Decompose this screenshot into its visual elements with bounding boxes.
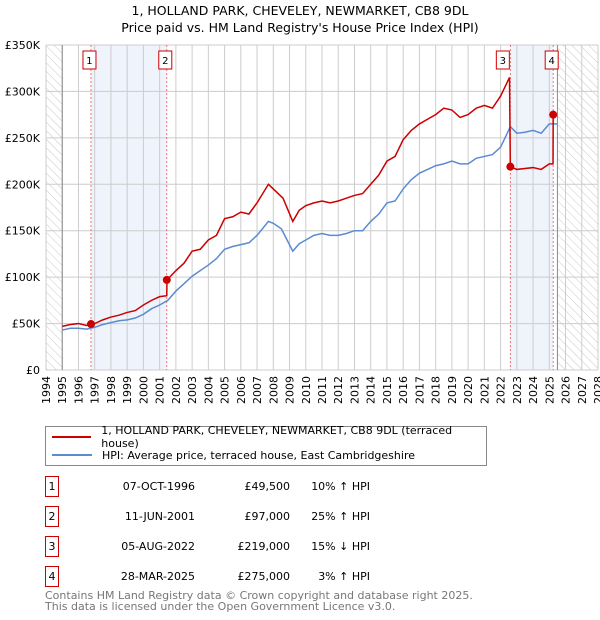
sale-label-box bbox=[82, 50, 97, 70]
y-tick-label: £100K bbox=[5, 271, 41, 284]
sale-price: £219,000 bbox=[237, 540, 291, 553]
x-tick-label: 2018 bbox=[430, 376, 443, 404]
x-tick-label: 2016 bbox=[397, 376, 410, 404]
sale-row: 4 28-MAR-2025 £275,000 3% ↑ HPI bbox=[45, 566, 445, 587]
x-tick-label: 2023 bbox=[511, 376, 524, 404]
y-tick-label: £150K bbox=[5, 225, 41, 238]
hatched-region-after bbox=[557, 45, 598, 370]
sale-date: 28-MAR-2025 bbox=[120, 570, 195, 583]
y-tick-label: £350K bbox=[5, 39, 41, 52]
sale-number: 2 bbox=[45, 506, 59, 527]
sale-price: £97,000 bbox=[244, 510, 291, 523]
sale-price: £275,000 bbox=[237, 570, 291, 583]
sale-label-number: 1 bbox=[86, 56, 92, 67]
sale-hpi-diff: 15% ↓ HPI bbox=[311, 540, 370, 553]
x-tick-label: 2020 bbox=[462, 376, 475, 404]
legend-swatch bbox=[52, 436, 92, 438]
x-tick-label: 1994 bbox=[40, 376, 53, 404]
x-tick-label: 2002 bbox=[170, 376, 183, 404]
sale-label-box bbox=[544, 50, 559, 70]
ownership-shade bbox=[510, 45, 554, 370]
sale-hpi-diff: 3% ↑ HPI bbox=[318, 570, 370, 583]
x-tick-label: 2004 bbox=[202, 376, 215, 404]
hatched-region-before bbox=[46, 45, 63, 370]
x-tick-label: 2019 bbox=[446, 376, 459, 404]
plot-area: 1994 1995 1996 1997 1998 1999 2000 2001 2002 2003… bbox=[5, 39, 600, 404]
x-tick-label: 2011 bbox=[316, 376, 329, 404]
x-tick-label: 2003 bbox=[186, 376, 199, 404]
footer-line: Contains HM Land Registry data © Crown c… bbox=[45, 589, 473, 602]
footer-line: This data is licensed under the Open Gov… bbox=[45, 600, 396, 613]
y-tick-label: £50K bbox=[12, 318, 41, 331]
x-tick-label: 2028 bbox=[592, 376, 600, 404]
sale-label-number: 3 bbox=[500, 56, 506, 67]
x-tick-label: 1999 bbox=[121, 376, 134, 404]
x-tick-label: 2009 bbox=[284, 376, 297, 404]
legend-item-property: 1, HOLLAND PARK, CHEVELEY, NEWMARKET, CB… bbox=[52, 424, 486, 450]
x-tick-label: 1996 bbox=[72, 376, 85, 404]
x-tick-label: 2024 bbox=[527, 376, 540, 404]
x-tick-label: 2022 bbox=[495, 376, 508, 404]
x-tick-label: 2027 bbox=[576, 376, 589, 404]
sale-point bbox=[162, 275, 171, 284]
sale-point bbox=[506, 162, 515, 171]
x-tick-label: 2007 bbox=[251, 376, 264, 404]
x-tick-label: 2010 bbox=[300, 376, 313, 404]
legend: 1, HOLLAND PARK, CHEVELEY, NEWMARKET, CB… bbox=[45, 424, 487, 466]
sale-label-box bbox=[495, 50, 510, 70]
x-tick-label: 2026 bbox=[560, 376, 573, 404]
ownership-shade bbox=[90, 45, 167, 370]
sale-price: £49,500 bbox=[244, 480, 291, 493]
x-tick-label: 2015 bbox=[381, 376, 394, 404]
sale-row: 3 05-AUG-2022 £219,000 15% ↓ HPI bbox=[45, 536, 445, 557]
x-tick-label: 2021 bbox=[478, 376, 491, 404]
sale-row: 2 11-JUN-2001 £97,000 25% ↑ HPI bbox=[45, 506, 445, 527]
legend-item-hpi: HPI: Average price, terraced house, East… bbox=[52, 447, 415, 463]
sale-date: 11-JUN-2001 bbox=[124, 510, 195, 523]
x-tick-label: 2008 bbox=[267, 376, 280, 404]
legend-label: HPI: Average price, terraced house, East… bbox=[102, 448, 415, 462]
x-tick-label: 1997 bbox=[89, 376, 102, 404]
x-tick-label: 2005 bbox=[219, 376, 232, 404]
sale-number: 1 bbox=[45, 476, 59, 497]
x-tick-label: 2000 bbox=[137, 376, 150, 404]
sale-label-number: 2 bbox=[162, 56, 168, 67]
y-tick-label: £0 bbox=[26, 364, 40, 377]
sale-row: 1 07-OCT-1996 £49,500 10% ↑ HPI bbox=[45, 476, 445, 497]
footer: Contains HM Land Registry data © Crown c… bbox=[45, 590, 473, 612]
sale-hpi-diff: 10% ↑ HPI bbox=[311, 480, 370, 493]
sale-point bbox=[86, 320, 95, 329]
chart-title: 1, HOLLAND PARK, CHEVELEY, NEWMARKET, CB… bbox=[131, 3, 469, 18]
hpi-line bbox=[62, 123, 558, 331]
x-tick-label: 2014 bbox=[365, 376, 378, 404]
x-tick-label: 2013 bbox=[348, 376, 361, 404]
x-tick-label: 2025 bbox=[543, 376, 556, 404]
chart-subtitle: Price paid vs. HM Land Registry's House … bbox=[121, 20, 479, 35]
sale-number: 3 bbox=[45, 536, 59, 557]
x-tick-label: 2017 bbox=[413, 376, 426, 404]
sale-label-box bbox=[158, 50, 173, 70]
legend-label: 1, HOLLAND PARK, CHEVELEY, NEWMARKET, CB… bbox=[101, 424, 453, 450]
y-tick-label: £250K bbox=[5, 132, 41, 145]
sale-date: 07-OCT-1996 bbox=[122, 480, 195, 493]
x-tick-label: 2001 bbox=[154, 376, 167, 404]
sale-hpi-diff: 25% ↑ HPI bbox=[311, 510, 370, 523]
y-tick-label: £300K bbox=[5, 85, 41, 98]
legend-swatch bbox=[52, 454, 92, 456]
property-price-line bbox=[62, 77, 557, 328]
x-tick-label: 2012 bbox=[332, 376, 345, 404]
x-tick-label: 1995 bbox=[56, 376, 69, 404]
y-tick-label: £200K bbox=[5, 178, 41, 191]
sale-point bbox=[549, 110, 558, 119]
x-tick-label: 1998 bbox=[105, 376, 118, 404]
sale-date: 05-AUG-2022 bbox=[121, 540, 195, 553]
sale-label-number: 4 bbox=[549, 56, 555, 67]
sale-number: 4 bbox=[45, 566, 59, 587]
x-tick-label: 2006 bbox=[235, 376, 248, 404]
